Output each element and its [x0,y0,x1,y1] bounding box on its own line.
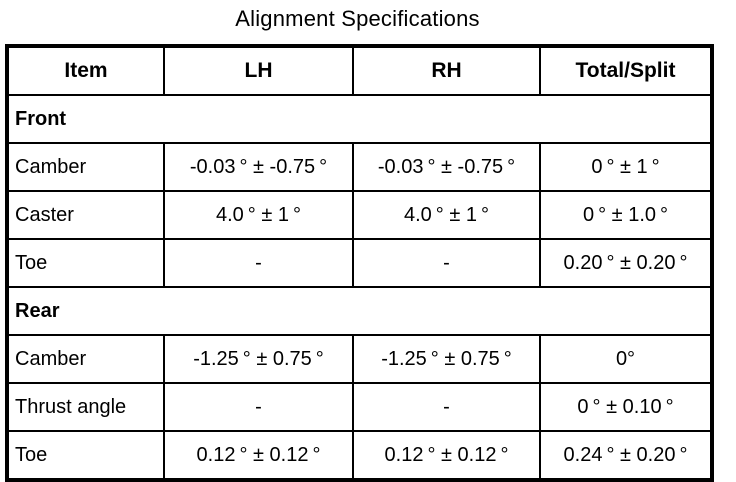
rh-value-cell: 4.0 ° ± 1 ° [352,190,541,240]
total-value-cell: 0 ° ± 1 ° [539,142,713,192]
rh-value-cell: -1.25 ° ± 0.75 ° [352,334,541,384]
section-row-rear: Rear [6,286,713,336]
table-row-front-toe: Toe - - 0.20 ° ± 0.20 ° [6,238,713,288]
section-label-rear: Rear [6,286,713,336]
total-value-cell: 0.24 ° ± 0.20 ° [539,430,713,481]
section-label-front: Front [6,94,713,144]
lh-value-cell: -0.03 ° ± -0.75 ° [163,142,354,192]
column-header-rh: RH [352,45,541,96]
total-value-cell: 0 ° ± 1.0 ° [539,190,713,240]
column-header-total: Total/Split [539,45,713,96]
page-title: Alignment Specifications [235,6,480,31]
lh-value-cell: 0.12 ° ± 0.12 ° [163,430,354,481]
table-row-rear-camber: Camber -1.25 ° ± 0.75 ° -1.25 ° ± 0.75 °… [6,334,713,384]
lh-value-cell: 4.0 ° ± 1 ° [163,190,354,240]
table-row-front-caster: Caster 4.0 ° ± 1 ° 4.0 ° ± 1 ° 0 ° ± 1.0… [6,190,713,240]
total-value-cell: 0° [539,334,713,384]
item-cell: Camber [6,142,165,192]
column-header-item: Item [6,45,165,96]
lh-value-cell: - [163,238,354,288]
lh-value-cell: - [163,382,354,432]
table-row-rear-thrust-angle: Thrust angle - - 0 ° ± 0.10 ° [6,382,713,432]
rh-value-cell: - [352,382,541,432]
total-value-cell: 0 ° ± 0.10 ° [539,382,713,432]
item-cell: Caster [6,190,165,240]
rh-value-cell: -0.03 ° ± -0.75 ° [352,142,541,192]
lh-value-cell: -1.25 ° ± 0.75 ° [163,334,354,384]
rh-value-cell: - [352,238,541,288]
total-value-cell: 0.20 ° ± 0.20 ° [539,238,713,288]
item-cell: Toe [6,430,165,481]
header-row: Item LH RH Total/Split [6,45,713,96]
rh-value-cell: 0.12 ° ± 0.12 ° [352,430,541,481]
page: Alignment Specifications Item LH RH Tota… [0,6,736,482]
section-row-front: Front [6,94,713,144]
table-row-rear-toe: Toe 0.12 ° ± 0.12 ° 0.12 ° ± 0.12 ° 0.24… [6,430,713,481]
item-cell: Camber [6,334,165,384]
column-header-lh: LH [163,45,354,96]
table-row-front-camber: Camber -0.03 ° ± -0.75 ° -0.03 ° ± -0.75… [6,142,713,192]
item-cell: Toe [6,238,165,288]
alignment-specs-table: Item LH RH Total/Split Front Camber -0.0… [5,44,714,482]
item-cell: Thrust angle [6,382,165,432]
